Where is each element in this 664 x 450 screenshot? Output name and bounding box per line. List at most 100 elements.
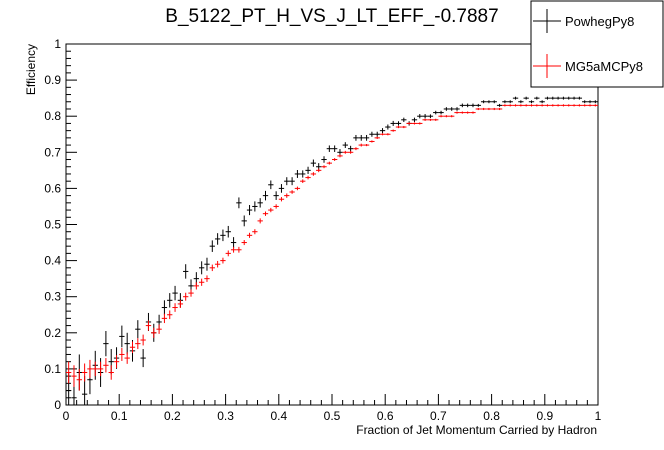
data-point (449, 107, 455, 111)
data-point (390, 120, 396, 126)
x-tick-label: 0.5 (324, 409, 341, 423)
data-point (241, 215, 247, 227)
data-point (539, 100, 545, 104)
y-tick-label: 0.4 (44, 254, 61, 268)
x-tick-label: 0.3 (217, 409, 234, 423)
data-point (502, 104, 508, 107)
data-point (544, 96, 551, 100)
data-point (486, 107, 492, 111)
data-point (438, 115, 444, 118)
data-point (209, 264, 215, 272)
data-point (566, 104, 572, 107)
data-point (161, 300, 168, 315)
data-point (284, 193, 290, 198)
data-point (92, 361, 98, 377)
data-point (124, 332, 130, 355)
data-point (571, 104, 577, 107)
y-tick-label: 0.6 (44, 181, 61, 195)
data-point (214, 260, 221, 268)
data-point (395, 125, 402, 129)
data-point (326, 161, 332, 165)
x-tick-label: 1 (595, 409, 602, 423)
data-point (528, 104, 535, 107)
data-point (496, 103, 503, 107)
x-tick-label: 0.1 (111, 409, 128, 423)
data-point (528, 100, 535, 104)
x-tick-label: 0.8 (483, 409, 500, 423)
data-point (374, 131, 380, 137)
data-point (220, 257, 226, 264)
data-point (183, 292, 189, 301)
data-point (294, 169, 301, 178)
data-point (465, 103, 471, 108)
data-point (592, 100, 598, 104)
data-point (401, 125, 407, 129)
data-point (369, 131, 375, 137)
data-point (172, 303, 178, 312)
data-point (342, 142, 348, 148)
data-point (278, 184, 285, 193)
x-tick-label: 0.7 (430, 409, 447, 423)
data-point (76, 368, 82, 391)
data-point (342, 150, 348, 154)
data-point (443, 115, 450, 118)
data-point (81, 363, 88, 382)
data-point (449, 115, 455, 118)
data-point (411, 117, 418, 122)
data-point (550, 96, 556, 100)
data-point (417, 122, 423, 125)
data-point (199, 261, 205, 275)
data-point (204, 275, 210, 282)
data-point (273, 204, 279, 209)
data-point (321, 165, 327, 169)
data-point (587, 100, 593, 104)
x-axis-label: Fraction of Jet Momentum Carried by Hadr… (356, 423, 597, 437)
data-point (363, 143, 370, 147)
data-point (550, 104, 556, 107)
legend-label-mg5: MG5aMCPy8 (565, 59, 643, 74)
data-point (262, 190, 269, 201)
data-point (507, 100, 513, 104)
data-point (555, 104, 561, 107)
data-point (71, 365, 77, 387)
data-point (496, 107, 503, 111)
data-point (252, 201, 258, 212)
data-point (321, 156, 327, 163)
data-point (66, 361, 72, 384)
data-point (108, 365, 114, 380)
data-point (124, 352, 130, 364)
data-point (512, 104, 519, 107)
data-point (369, 140, 375, 143)
data-point (204, 257, 210, 271)
data-point (151, 327, 157, 338)
data-point (353, 147, 359, 151)
data-point (97, 361, 104, 377)
data-point (480, 100, 487, 104)
data-point (459, 111, 465, 114)
data-point (385, 124, 391, 130)
data-point (284, 177, 290, 186)
data-point (103, 358, 109, 373)
data-point (518, 100, 524, 104)
data-point (379, 128, 386, 134)
data-point (310, 159, 317, 167)
data-point (555, 96, 561, 100)
data-point (491, 107, 497, 111)
data-point (433, 118, 439, 121)
data-point (358, 143, 364, 147)
y-tick-label: 0.3 (44, 290, 61, 304)
y-tick-label: 0.2 (44, 326, 61, 340)
data-point (145, 320, 152, 331)
data-point (310, 172, 317, 176)
data-point (140, 334, 146, 346)
x-tick-label: 0.2 (164, 409, 181, 423)
data-point (262, 211, 269, 216)
data-point (337, 154, 343, 158)
legend-label-powheg: PowhegPy8 (565, 14, 634, 29)
y-tick-label: 0.7 (44, 145, 61, 159)
data-point (438, 110, 444, 115)
data-point (172, 285, 178, 301)
data-point (257, 218, 263, 224)
data-point (300, 179, 306, 183)
data-point (236, 246, 242, 253)
